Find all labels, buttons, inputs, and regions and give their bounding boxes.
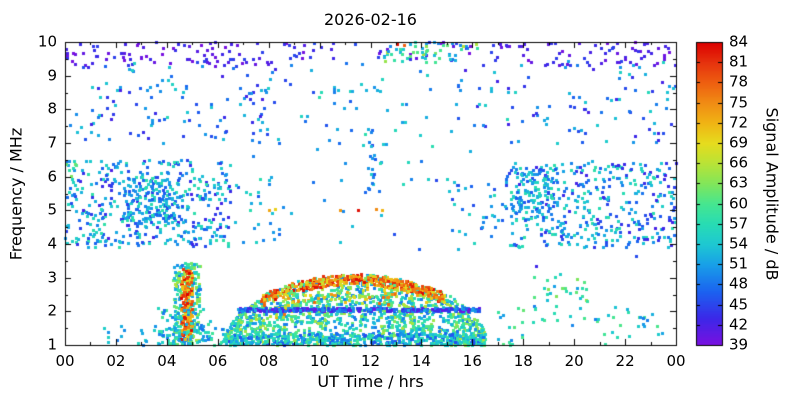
y-tick-label: 1 <box>47 335 57 354</box>
colorbar-tick-label: 42 <box>729 315 749 334</box>
y-axis-label: Frequency / MHz <box>6 127 26 261</box>
colorbar-tick-label: 60 <box>729 194 749 213</box>
colorbar-tick-label: 66 <box>729 153 749 172</box>
x-tick-label: 06 <box>208 352 228 370</box>
colorbar-tick-label: 72 <box>729 113 749 132</box>
colorbar-tick-label: 45 <box>729 295 749 314</box>
x-tick-label: 02 <box>106 352 126 370</box>
x-tick-label: 04 <box>157 352 177 370</box>
colorbar-tick-label: 69 <box>729 133 749 152</box>
colorbar-tick-label: 54 <box>729 234 749 253</box>
y-tick-label: 3 <box>47 268 57 287</box>
x-tick-label: 22 <box>615 352 635 370</box>
colorbar-label: Signal Amplitude / dB <box>762 107 782 281</box>
y-tick-label: 4 <box>47 234 57 253</box>
y-tick-label: 10 <box>37 32 57 51</box>
colorbar-tick-label: 57 <box>729 214 749 233</box>
colorbar-tick-label: 51 <box>729 254 749 273</box>
y-tick-label: 5 <box>47 200 57 219</box>
colorbar-tick-label: 63 <box>729 173 749 192</box>
colorbar-tick-label: 39 <box>729 335 749 354</box>
x-tick-label: 14 <box>411 352 431 370</box>
x-tick-label: 16 <box>462 352 482 370</box>
colorbar-tick-label: 78 <box>729 72 749 91</box>
y-tick-label: 8 <box>47 99 57 118</box>
y-tick-label: 9 <box>47 66 57 85</box>
x-tick-label: 12 <box>360 352 381 370</box>
x-tick-label: 20 <box>564 352 584 370</box>
colorbar-tick-label: 48 <box>729 274 749 293</box>
colorbar-tick-label: 81 <box>729 52 749 71</box>
x-tick-label: 08 <box>259 352 279 370</box>
colorbar-tick-label: 75 <box>729 93 749 112</box>
colorbar-tick-label: 84 <box>729 32 749 51</box>
x-tick-label: 10 <box>310 352 330 370</box>
y-tick-label: 6 <box>47 167 57 186</box>
y-tick-label: 7 <box>47 133 57 152</box>
x-tick-label: 00 <box>55 352 75 370</box>
x-tick-label: 18 <box>513 352 533 370</box>
chart-title: 2026-02-16 <box>324 10 417 29</box>
y-tick-label: 2 <box>47 301 57 320</box>
x-tick-label: 00 <box>666 352 686 370</box>
x-axis-label: UT Time / hrs <box>317 372 424 391</box>
